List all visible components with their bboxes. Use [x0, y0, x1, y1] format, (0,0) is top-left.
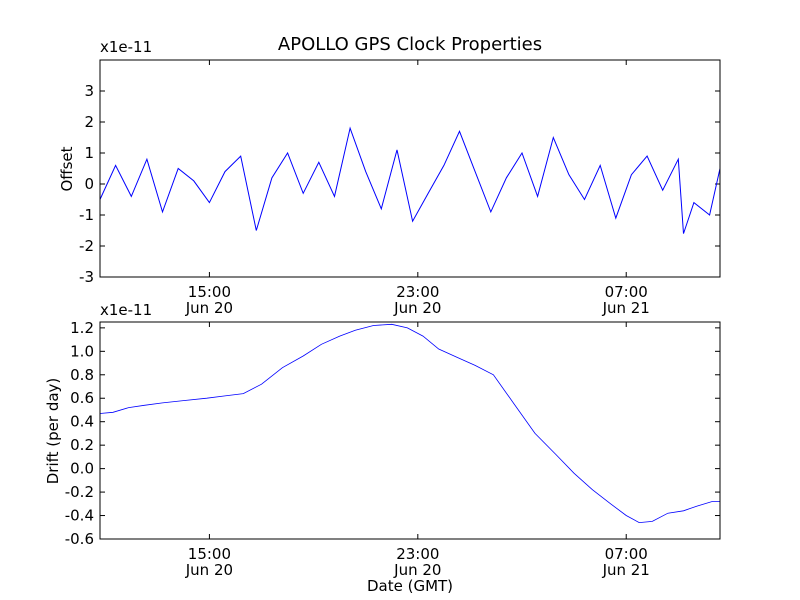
offset-xtick-label-time: 23:00 [396, 283, 439, 301]
drift-ytick-label: 0.2 [70, 436, 94, 454]
drift-ticks: -0.6-0.4-0.20.00.20.40.60.81.01.215:00Ju… [65, 319, 720, 579]
offset-xtick-label-date: Jun 20 [393, 299, 441, 317]
offset-ytick-label: -1 [79, 206, 94, 224]
drift-ytick-label: 1.2 [70, 319, 94, 337]
drift-xlabel: Date (GMT) [367, 577, 453, 595]
offset-plot-frame [99, 59, 721, 278]
offset-ytick-label: 3 [84, 82, 94, 100]
drift-ytick-label: -0.4 [65, 507, 94, 525]
drift-ytick-label: 0.6 [70, 389, 94, 407]
offset-ytick-label: 2 [84, 113, 94, 131]
offset-ytick-label: -3 [79, 268, 94, 286]
drift-xtick-label-time: 15:00 [188, 545, 231, 563]
offset-xtick-label-time: 07:00 [605, 283, 648, 301]
drift-ytick-label: 0.8 [70, 366, 94, 384]
drift-ytick-label: 0.0 [70, 460, 94, 478]
offset-xtick-label-time: 15:00 [188, 283, 231, 301]
drift-xtick-label-time: 23:00 [396, 545, 439, 563]
drift-xtick-label-time: 07:00 [605, 545, 648, 563]
drift-ytick-label: 0.4 [70, 413, 94, 431]
offset-ytick-label: 1 [84, 144, 94, 162]
offset-ytick-label: -2 [79, 237, 94, 255]
figure-title: APOLLO GPS Clock Properties [278, 34, 542, 55]
drift-xtick-label-date: Jun 20 [393, 561, 441, 579]
offset-xtick-label-date: Jun 21 [602, 299, 650, 317]
drift-xtick-label-date: Jun 20 [185, 561, 233, 579]
offset-multiplier-label: x1e-11 [100, 38, 152, 56]
drift-series [100, 323, 720, 524]
offset-ytick-label: 0 [84, 175, 94, 193]
drift-ytick-label: -0.2 [65, 483, 94, 501]
offset-series [100, 126, 720, 234]
drift-panel: x1e-11 Drift (per day) Date (GMT) -0.6 -0… [44, 301, 721, 595]
offset-series-line [100, 126, 720, 234]
offset-ylabel: Offset [58, 146, 76, 191]
drift-ytick-label: -0.6 [65, 530, 94, 548]
offset-xtick-label-date: Jun 20 [185, 299, 233, 317]
drift-multiplier-label: x1e-11 [100, 301, 152, 319]
drift-series-line [100, 323, 720, 524]
drift-ylabel: Drift (per day) [44, 378, 62, 485]
drift-xtick-label-date: Jun 21 [602, 561, 650, 579]
drift-ytick-label: 1.0 [70, 342, 94, 360]
drift-plot-frame [99, 321, 721, 540]
